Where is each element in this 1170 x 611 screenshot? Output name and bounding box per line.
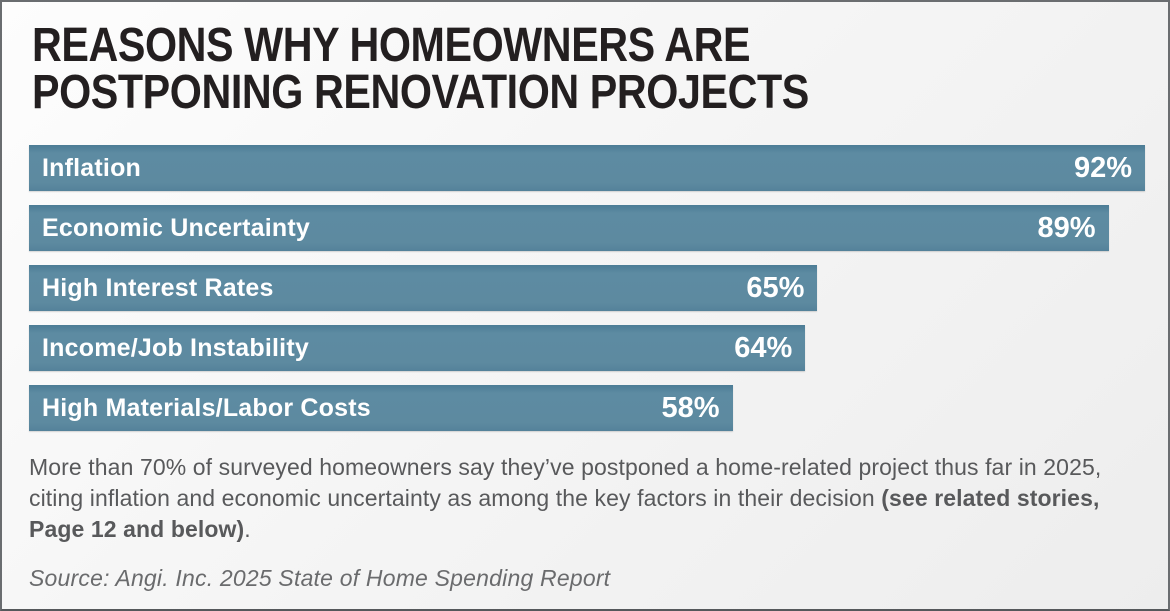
title-line-2: POSTPONING RENOVATION PROJECTS bbox=[32, 66, 809, 119]
bar-fill: Income/Job Instability 64% bbox=[29, 325, 806, 371]
bar-category-label: Economic Uncertainty bbox=[42, 213, 310, 242]
bar-value-label: 65% bbox=[746, 271, 805, 304]
bar-fill: Inflation 92% bbox=[29, 145, 1145, 191]
title-line-1: REASONS WHY HOMEOWNERS ARE bbox=[32, 19, 751, 72]
bar-value-label: 92% bbox=[1073, 151, 1132, 184]
bar-row: High Interest Rates 65% bbox=[29, 265, 1145, 311]
bar-category-label: High Materials/Labor Costs bbox=[42, 393, 371, 422]
bar-fill: High Interest Rates 65% bbox=[29, 265, 818, 311]
bar-row: Economic Uncertainty 89% bbox=[29, 205, 1145, 251]
bar-category-label: Inflation bbox=[42, 153, 142, 182]
bar-chart: Inflation 92% Economic Uncertainty 89% H… bbox=[29, 145, 1145, 431]
bar-fill: Economic Uncertainty 89% bbox=[29, 205, 1109, 251]
bar-fill: High Materials/Labor Costs 58% bbox=[29, 385, 733, 431]
bar-value-label: 64% bbox=[734, 331, 793, 364]
source-attribution: Source: Angi. Inc. 2025 State of Home Sp… bbox=[29, 565, 611, 591]
page-title: REASONS WHY HOMEOWNERS ARE POSTPONING RE… bbox=[32, 19, 1141, 119]
bar-row: High Materials/Labor Costs 58% bbox=[29, 385, 1145, 431]
bar-value-label: 58% bbox=[661, 391, 720, 424]
note-paragraph: More than 70% of surveyed homeowners say… bbox=[29, 452, 1145, 545]
bar-value-label: 89% bbox=[1037, 211, 1096, 244]
bar-category-label: Income/Job Instability bbox=[42, 333, 309, 362]
bar-row: Income/Job Instability 64% bbox=[29, 325, 1145, 371]
note-text: More than 70% of surveyed homeowners say… bbox=[29, 454, 1102, 511]
note-bold-text: (see related stories, Page 12 and below) bbox=[29, 485, 1100, 542]
note-period: . bbox=[244, 516, 251, 542]
bar-category-label: High Interest Rates bbox=[42, 273, 274, 302]
bar-row: Inflation 92% bbox=[29, 145, 1145, 191]
